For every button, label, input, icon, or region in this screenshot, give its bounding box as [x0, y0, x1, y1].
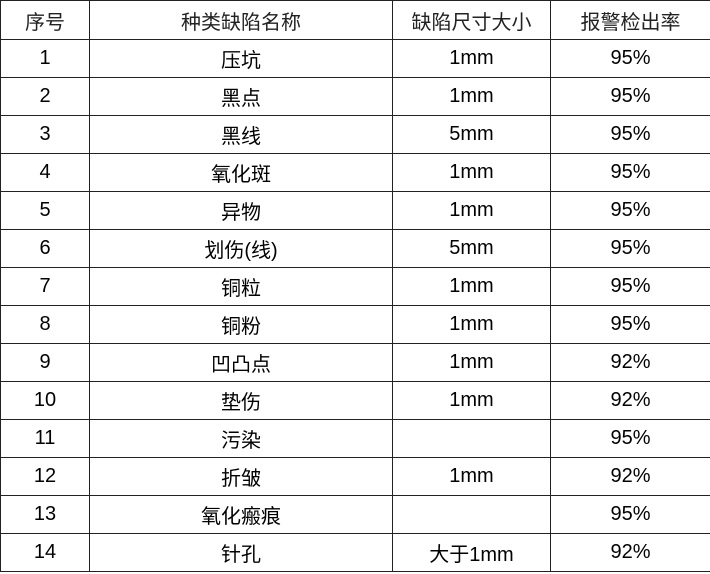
cell-index: 4: [0, 153, 90, 192]
table-row: 3 黑线 5mm 95%: [0, 115, 710, 154]
table-row: 5 异物 1mm 95%: [0, 191, 710, 230]
cell-index: 11: [0, 419, 90, 458]
cell-index: 12: [0, 457, 90, 496]
table-row: 11 污染 95%: [0, 419, 710, 458]
header-index: 序号: [0, 0, 90, 40]
table-row: 7 铜粒 1mm 95%: [0, 267, 710, 306]
cell-defect-name: 黑线: [89, 115, 393, 154]
cell-defect-name: 铜粉: [89, 305, 393, 344]
cell-detection-rate: 92%: [550, 533, 710, 572]
cell-detection-rate: 95%: [550, 153, 710, 192]
cell-detection-rate: 92%: [550, 343, 710, 382]
cell-defect-size: 1mm: [392, 191, 551, 230]
cell-defect-size: 1mm: [392, 267, 551, 306]
cell-defect-size: 1mm: [392, 305, 551, 344]
table-row: 12 折皱 1mm 92%: [0, 457, 710, 496]
cell-defect-size: 1mm: [392, 39, 551, 78]
cell-defect-size: 1mm: [392, 381, 551, 420]
cell-defect-name: 凹凸点: [89, 343, 393, 382]
cell-detection-rate: 95%: [550, 419, 710, 458]
cell-detection-rate: 95%: [550, 191, 710, 230]
header-defect-name: 种类缺陷名称: [89, 0, 393, 40]
cell-index: 14: [0, 533, 90, 572]
cell-defect-size: [392, 419, 551, 458]
table-row: 13 氧化瘢痕 95%: [0, 495, 710, 534]
cell-index: 10: [0, 381, 90, 420]
cell-index: 9: [0, 343, 90, 382]
cell-index: 3: [0, 115, 90, 154]
cell-defect-size: 1mm: [392, 343, 551, 382]
cell-detection-rate: 95%: [550, 495, 710, 534]
table-row: 2 黑点 1mm 95%: [0, 77, 710, 116]
cell-index: 13: [0, 495, 90, 534]
cell-defect-name: 针孔: [89, 533, 393, 572]
cell-defect-size: 大于1mm: [392, 533, 551, 572]
cell-index: 6: [0, 229, 90, 268]
table-row: 6 划伤(线) 5mm 95%: [0, 229, 710, 268]
cell-defect-name: 铜粒: [89, 267, 393, 306]
cell-index: 5: [0, 191, 90, 230]
cell-detection-rate: 92%: [550, 381, 710, 420]
cell-detection-rate: 95%: [550, 305, 710, 344]
cell-detection-rate: 95%: [550, 229, 710, 268]
cell-index: 8: [0, 305, 90, 344]
cell-detection-rate: 95%: [550, 267, 710, 306]
cell-defect-name: 划伤(线): [89, 229, 393, 268]
cell-index: 1: [0, 39, 90, 78]
cell-defect-name: 异物: [89, 191, 393, 230]
table-row: 10 垫伤 1mm 92%: [0, 381, 710, 420]
header-row: 序号 种类缺陷名称 缺陷尺寸大小 报警检出率: [0, 0, 710, 40]
cell-defect-size: 1mm: [392, 77, 551, 116]
cell-defect-name: 污染: [89, 419, 393, 458]
cell-defect-size: [392, 495, 551, 534]
cell-defect-name: 垫伤: [89, 381, 393, 420]
table-row: 1 压坑 1mm 95%: [0, 39, 710, 78]
cell-detection-rate: 95%: [550, 39, 710, 78]
cell-defect-name: 压坑: [89, 39, 393, 78]
table-row: 14 针孔 大于1mm 92%: [0, 533, 710, 572]
header-detection-rate: 报警检出率: [550, 0, 710, 40]
table-row: 4 氧化斑 1mm 95%: [0, 153, 710, 192]
cell-defect-name: 氧化瘢痕: [89, 495, 393, 534]
cell-index: 7: [0, 267, 90, 306]
cell-defect-size: 1mm: [392, 153, 551, 192]
cell-defect-name: 折皱: [89, 457, 393, 496]
cell-defect-size: 5mm: [392, 115, 551, 154]
cell-defect-size: 1mm: [392, 457, 551, 496]
cell-defect-size: 5mm: [392, 229, 551, 268]
header-defect-size: 缺陷尺寸大小: [392, 0, 551, 40]
cell-defect-name: 氧化斑: [89, 153, 393, 192]
cell-index: 2: [0, 77, 90, 116]
cell-detection-rate: 95%: [550, 77, 710, 116]
table-row: 9 凹凸点 1mm 92%: [0, 343, 710, 382]
cell-detection-rate: 92%: [550, 457, 710, 496]
cell-defect-name: 黑点: [89, 77, 393, 116]
table-row: 8 铜粉 1mm 95%: [0, 305, 710, 344]
cell-detection-rate: 95%: [550, 115, 710, 154]
